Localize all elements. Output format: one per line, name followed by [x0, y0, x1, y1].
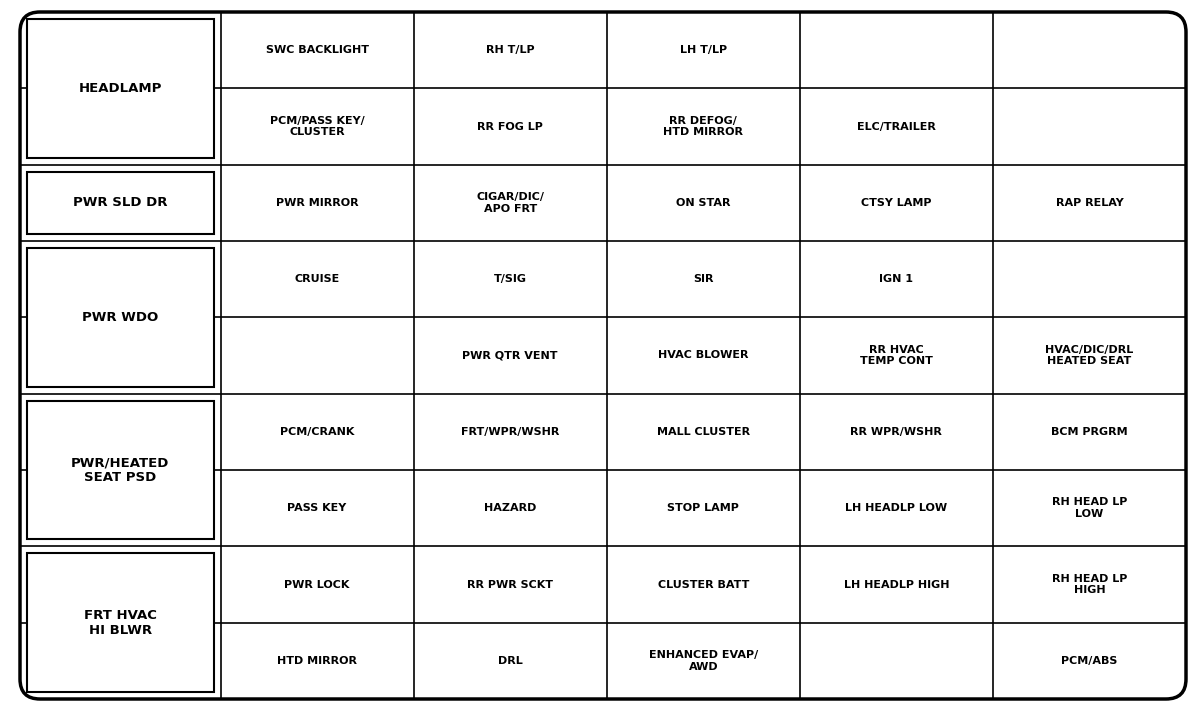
Text: MALL CLUSTER: MALL CLUSTER: [657, 427, 749, 437]
Text: HVAC BLOWER: HVAC BLOWER: [658, 351, 748, 360]
Text: RH T/LP: RH T/LP: [486, 46, 534, 55]
Text: ON STAR: ON STAR: [676, 198, 730, 208]
Text: STOP LAMP: STOP LAMP: [668, 503, 739, 513]
Bar: [26, 19, 214, 158]
Text: CTSY LAMP: CTSY LAMP: [861, 198, 932, 208]
Text: DRL: DRL: [497, 656, 522, 665]
Text: PCM/CRANK: PCM/CRANK: [280, 427, 354, 437]
Text: PCM/PASS KEY/
CLUSTER: PCM/PASS KEY/ CLUSTER: [270, 116, 364, 137]
Text: PWR QTR VENT: PWR QTR VENT: [462, 351, 558, 360]
Text: IGN 1: IGN 1: [879, 274, 914, 284]
Text: CIGAR/DIC/
APO FRT: CIGAR/DIC/ APO FRT: [476, 192, 544, 213]
Text: HTD MIRROR: HTD MIRROR: [277, 656, 357, 665]
Text: RR DEFOG/
HTD MIRROR: RR DEFOG/ HTD MIRROR: [663, 116, 743, 137]
Text: CRUISE: CRUISE: [294, 274, 340, 284]
Text: CLUSTER BATT: CLUSTER BATT: [658, 579, 749, 589]
Text: SIR: SIR: [693, 274, 713, 284]
Text: PWR WDO: PWR WDO: [82, 311, 159, 324]
Text: LH HEADLP LOW: LH HEADLP LOW: [846, 503, 948, 513]
Text: RR WPR/WSHR: RR WPR/WSHR: [850, 427, 943, 437]
Text: HAZARD: HAZARD: [484, 503, 537, 513]
Bar: [26, 553, 214, 692]
Text: RH HEAD LP
HIGH: RH HEAD LP HIGH: [1052, 574, 1128, 595]
Bar: [26, 171, 214, 234]
Text: RAP RELAY: RAP RELAY: [1056, 198, 1123, 208]
Text: PWR/HEATED
SEAT PSD: PWR/HEATED SEAT PSD: [71, 456, 169, 484]
Text: FRT HVAC
HI BLWR: FRT HVAC HI BLWR: [84, 609, 156, 636]
Text: LH T/LP: LH T/LP: [680, 46, 727, 55]
Text: PWR MIRROR: PWR MIRROR: [276, 198, 358, 208]
Text: HEADLAMP: HEADLAMP: [78, 82, 162, 95]
Text: ELC/TRAILER: ELC/TRAILER: [858, 122, 936, 132]
Bar: [26, 401, 214, 540]
Text: HVAC/DIC/DRL
HEATED SEAT: HVAC/DIC/DRL HEATED SEAT: [1045, 345, 1134, 366]
Text: PWR LOCK: PWR LOCK: [285, 579, 349, 589]
Text: RR HVAC
TEMP CONT: RR HVAC TEMP CONT: [860, 345, 933, 366]
Text: T/SIG: T/SIG: [494, 274, 527, 284]
Text: PCM/ABS: PCM/ABS: [1062, 656, 1118, 665]
Bar: [26, 248, 214, 387]
Text: SWC BACKLIGHT: SWC BACKLIGHT: [265, 46, 369, 55]
Text: PWR SLD DR: PWR SLD DR: [73, 196, 167, 209]
Text: LH HEADLP HIGH: LH HEADLP HIGH: [843, 579, 949, 589]
Text: RR PWR SCKT: RR PWR SCKT: [467, 579, 554, 589]
Text: RH HEAD LP
LOW: RH HEAD LP LOW: [1052, 498, 1128, 519]
Text: PASS KEY: PASS KEY: [287, 503, 347, 513]
Text: BCM PRGRM: BCM PRGRM: [1051, 427, 1128, 437]
FancyBboxPatch shape: [20, 12, 1187, 699]
Text: RR FOG LP: RR FOG LP: [477, 122, 543, 132]
Text: ENHANCED EVAP/
AWD: ENHANCED EVAP/ AWD: [649, 650, 758, 672]
Text: FRT/WPR/WSHR: FRT/WPR/WSHR: [461, 427, 560, 437]
